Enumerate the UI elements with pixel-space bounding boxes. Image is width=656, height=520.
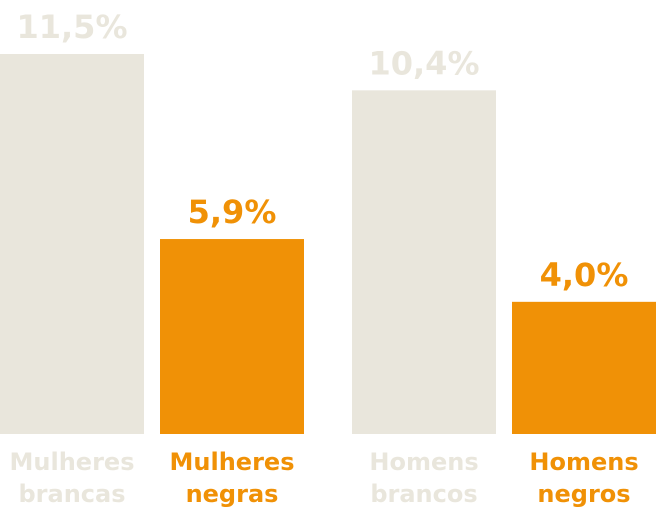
category-label-1-line-1: negras <box>186 480 279 508</box>
bar-0 <box>0 54 144 434</box>
category-label-3-line-0: Homens <box>529 448 638 476</box>
bar-2 <box>352 90 496 434</box>
bar-1 <box>160 239 304 434</box>
bar-3 <box>512 301 656 434</box>
data-label-3: 4,0% <box>540 256 629 294</box>
data-label-0: 11,5% <box>16 8 127 46</box>
category-label-2-line-1: brancos <box>370 480 477 508</box>
data-label-1: 5,9% <box>188 193 277 231</box>
category-label-3-line-1: negros <box>537 480 630 508</box>
category-label-0-line-1: brancas <box>18 480 125 508</box>
category-label-0-line-0: Mulheres <box>10 448 135 476</box>
category-label-1-line-0: Mulheres <box>170 448 295 476</box>
category-label-2-line-0: Homens <box>369 448 478 476</box>
data-label-2: 10,4% <box>368 44 479 82</box>
